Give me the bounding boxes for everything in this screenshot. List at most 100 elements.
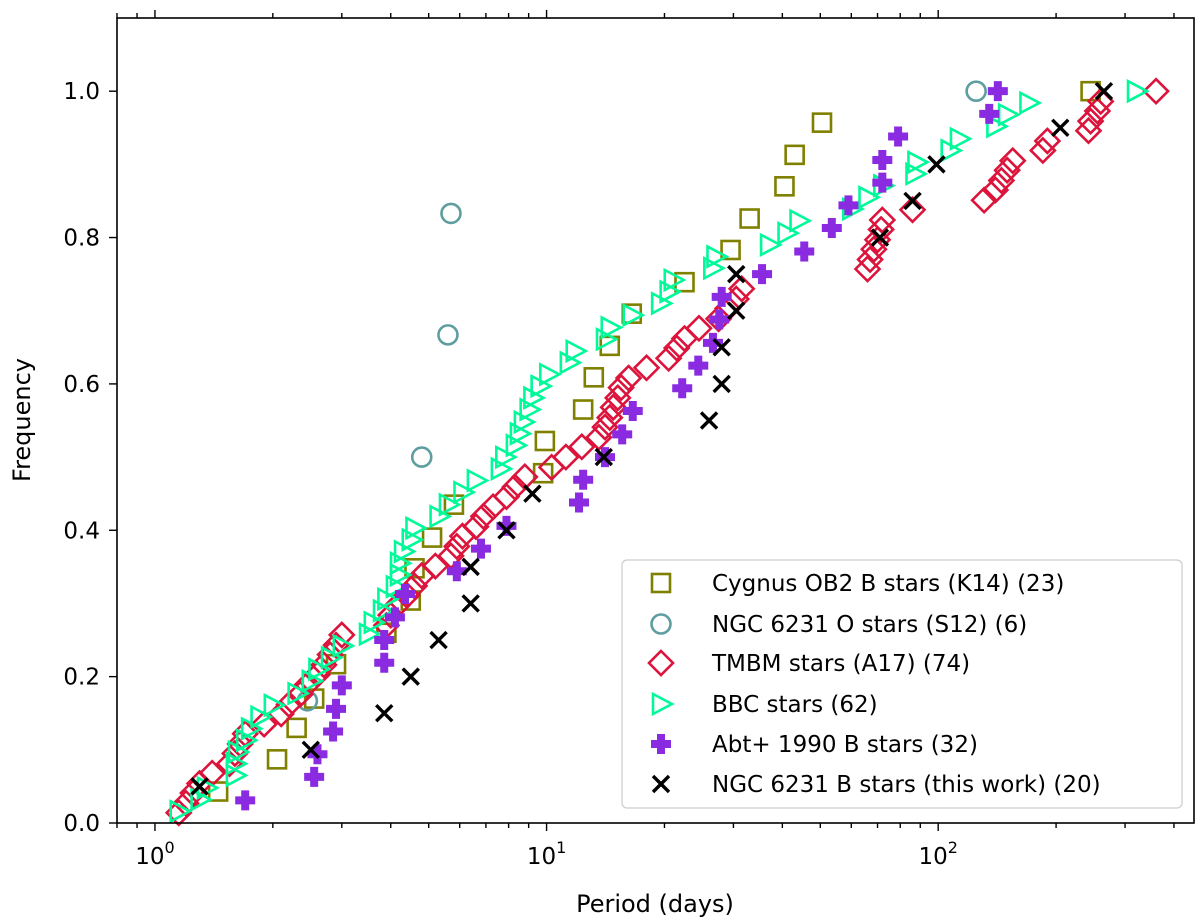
data-point [998, 146, 1027, 175]
series-x [190, 81, 1114, 796]
data-point [405, 515, 429, 541]
data-point [739, 208, 760, 229]
x-axis-label: Period (days) [576, 890, 734, 918]
data-point [993, 156, 1021, 185]
data-point [308, 657, 332, 682]
x-tick-label: 101 [527, 838, 566, 870]
data-point [727, 274, 756, 303]
data-point [169, 799, 193, 824]
x-tick-label: 100 [135, 838, 174, 870]
data-point [235, 790, 256, 811]
data-point [709, 309, 730, 330]
data-point [410, 446, 433, 468]
legend-marker-diamond [647, 649, 675, 677]
data-point [986, 114, 1010, 139]
legend-entry: BBC stars (62) [651, 691, 878, 718]
data-point [1142, 77, 1170, 106]
data-point [287, 681, 311, 706]
data-point [702, 332, 723, 353]
data-point [607, 373, 635, 402]
data-point [225, 763, 249, 788]
data-point [384, 607, 405, 628]
legend-label: Cygnus OB2 B stars (K14) (23) [712, 571, 1064, 597]
y-axis: 0.0 0.2 0.4 0.6 0.8 1.0 [63, 79, 117, 837]
legend-label: NGC 6231 B stars (this work) (20) [712, 772, 1101, 798]
data-point [970, 186, 998, 215]
data-point [534, 430, 556, 452]
data-point [1076, 107, 1105, 136]
data-point [492, 482, 521, 511]
data-point [794, 241, 815, 262]
data-point [903, 191, 922, 211]
data-point [438, 492, 462, 517]
data-point [523, 484, 542, 503]
data-point [600, 315, 624, 340]
data-point [510, 463, 539, 491]
legend-label: NGC 6231 O stars (S12) (6) [712, 612, 1027, 638]
data-point [622, 302, 646, 328]
y-tick-label: 0.6 [63, 372, 100, 398]
data-point [250, 704, 274, 730]
data-point [1051, 118, 1070, 137]
data-point [872, 172, 893, 193]
data-point [965, 80, 987, 102]
x-tick-label: 102 [918, 838, 957, 870]
data-point [858, 185, 882, 210]
data-point [997, 102, 1021, 127]
data-point [674, 271, 695, 293]
y-tick-label: 0.0 [63, 811, 100, 837]
data-point [293, 670, 322, 699]
legend-entry: Cygnus OB2 B stars (K14) (23) [650, 571, 1064, 597]
data-point [949, 126, 973, 151]
data-point [1028, 136, 1057, 165]
data-point [583, 367, 605, 388]
data-point [374, 630, 395, 651]
data-point [440, 202, 462, 225]
legend: Cygnus OB2 B stars (K14) (23) NGC 6231 O… [621, 559, 1183, 809]
data-point [860, 235, 888, 264]
data-point [374, 652, 395, 673]
data-point [538, 362, 563, 387]
data-point [286, 680, 315, 709]
data-point [323, 721, 344, 742]
legend-marker-shape [647, 649, 675, 677]
y-tick-label: 1.0 [63, 79, 100, 105]
data-point [632, 353, 661, 382]
series-circle [296, 80, 987, 712]
data-point [898, 195, 927, 224]
data-point [759, 232, 783, 258]
legend-marker-square [650, 572, 672, 594]
data-point [907, 150, 931, 175]
data-point [501, 473, 529, 501]
data-point [421, 527, 443, 548]
data-point [301, 668, 325, 694]
data-point [469, 502, 498, 531]
data-point [442, 532, 471, 561]
data-point [981, 176, 1010, 204]
data-point [987, 166, 1016, 195]
data-point [712, 338, 731, 357]
data-point [654, 344, 683, 373]
data-point [552, 443, 580, 471]
data-point [453, 480, 477, 505]
data-point [662, 334, 691, 362]
data-point [320, 645, 344, 670]
data-point [979, 103, 1000, 124]
data-point [870, 228, 890, 247]
data-point [227, 739, 251, 765]
legend-marker-shape [650, 613, 672, 635]
data-point [811, 112, 833, 133]
data-point [190, 787, 214, 812]
data-point [326, 698, 347, 719]
legend-marker-shape [651, 691, 675, 717]
data-point [573, 469, 594, 490]
data-point [523, 385, 547, 410]
y-tick-label: 0.4 [63, 518, 100, 544]
data-point [421, 552, 450, 580]
y-tick-label: 0.2 [63, 665, 100, 691]
data-point [774, 176, 795, 197]
legend-label: Abt+ 1990 B stars (32) [712, 732, 978, 758]
data-point [594, 447, 613, 467]
legend-entry: Abt+ 1990 B stars (32) [651, 732, 978, 758]
